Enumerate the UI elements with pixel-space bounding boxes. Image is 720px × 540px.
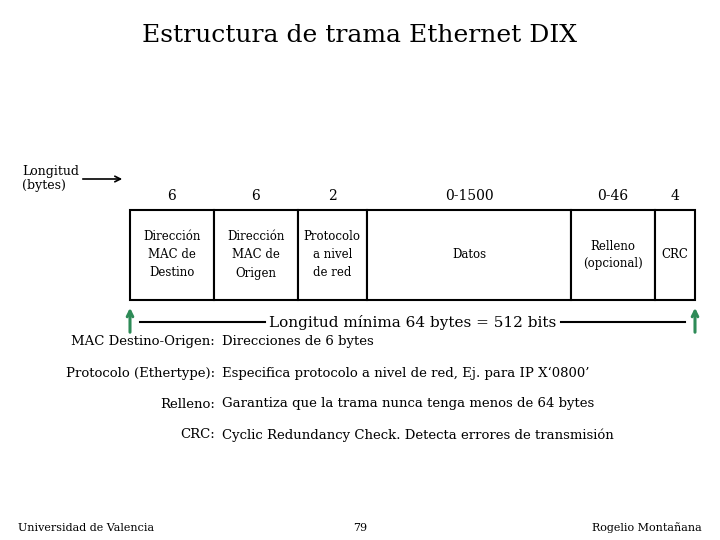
Text: MAC Destino-Origen:: MAC Destino-Origen: [71, 335, 215, 348]
Text: 4: 4 [670, 189, 680, 203]
Text: (bytes): (bytes) [22, 179, 66, 192]
Text: CRC: CRC [662, 248, 688, 261]
Text: Garantiza que la trama nunca tenga menos de 64 bytes: Garantiza que la trama nunca tenga menos… [222, 397, 594, 410]
Bar [655, 210, 695, 300]
Bar [571, 210, 655, 300]
Bar [214, 210, 297, 300]
Text: 6: 6 [251, 189, 260, 203]
Text: Longitud mínima 64 bytes = 512 bits: Longitud mínima 64 bytes = 512 bits [269, 314, 556, 329]
Text: Protocolo (Ethertype):: Protocolo (Ethertype): [66, 367, 215, 380]
Bar [130, 210, 214, 300]
Bar [297, 210, 367, 300]
Text: CRC:: CRC: [180, 429, 215, 442]
Text: 0-46: 0-46 [598, 189, 629, 203]
Text: Relleno
(opcional): Relleno (opcional) [583, 240, 643, 271]
Text: Rogelio Montañana: Rogelio Montañana [593, 523, 702, 534]
Text: Datos: Datos [452, 248, 486, 261]
Text: Dirección
MAC de
Origen: Dirección MAC de Origen [227, 231, 284, 280]
Text: Dirección
MAC de
Destino: Dirección MAC de Destino [143, 231, 201, 280]
Bar [367, 210, 571, 300]
Text: Protocolo
a nivel
de red: Protocolo a nivel de red [304, 231, 361, 280]
Text: Universidad de Valencia: Universidad de Valencia [18, 523, 154, 533]
Text: 0-1500: 0-1500 [445, 189, 493, 203]
Text: 6: 6 [168, 189, 176, 203]
Text: Especifica protocolo a nivel de red, Ej. para IP X‘0800’: Especifica protocolo a nivel de red, Ej.… [222, 366, 590, 380]
Text: 79: 79 [353, 523, 367, 533]
Text: Estructura de trama Ethernet DIX: Estructura de trama Ethernet DIX [143, 24, 577, 46]
Text: Relleno:: Relleno: [160, 397, 215, 410]
Text: Cyclic Redundancy Check. Detecta errores de transmisión: Cyclic Redundancy Check. Detecta errores… [222, 428, 613, 442]
Text: 2: 2 [328, 189, 337, 203]
Text: Direcciones de 6 bytes: Direcciones de 6 bytes [222, 335, 374, 348]
Text: Longitud: Longitud [22, 165, 79, 179]
